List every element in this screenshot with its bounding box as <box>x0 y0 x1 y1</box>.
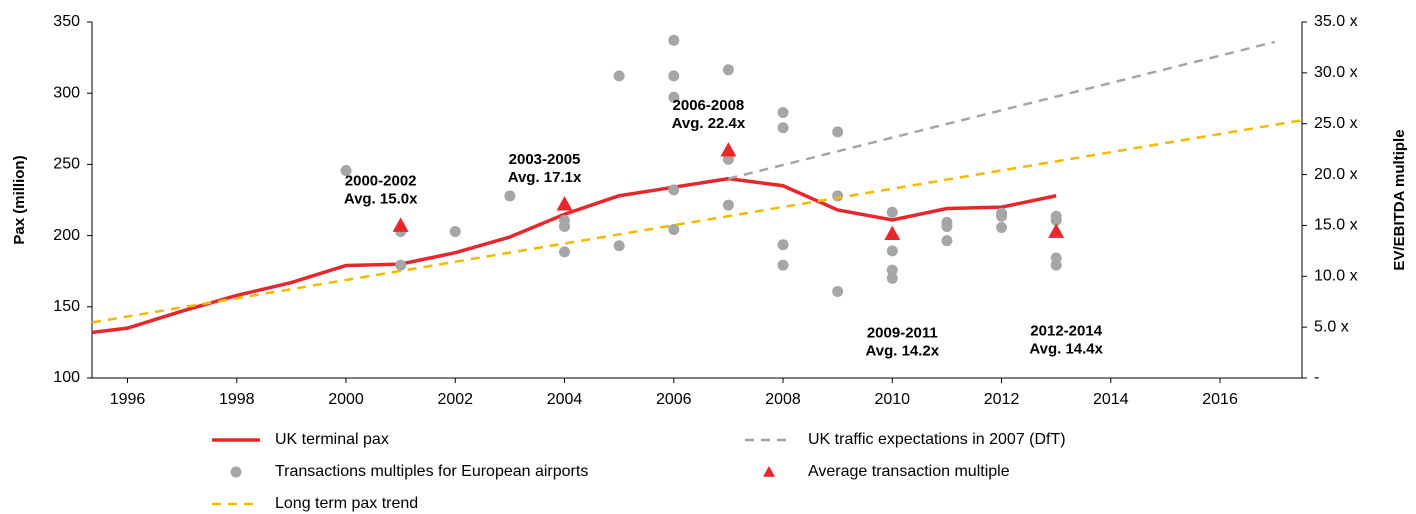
annotation-period: 2006-2008 <box>673 97 745 114</box>
scatter-point <box>395 259 407 271</box>
scatter-point <box>886 245 898 257</box>
y-tick-label: 100 <box>53 369 80 386</box>
scatter-point <box>668 34 680 46</box>
y2-tick-label: 20.0 x <box>1314 166 1358 183</box>
x-tick-label: 2002 <box>437 391 473 408</box>
x-tick-label: 1998 <box>219 391 255 408</box>
y2-tick-label: 15.0 x <box>1314 217 1358 234</box>
x-tick-label: 2000 <box>328 391 364 408</box>
y2-tick-label: 5.0 x <box>1314 318 1349 335</box>
y2-tick-label: 35.0 x <box>1314 13 1358 30</box>
x-tick-label: 2012 <box>984 391 1020 408</box>
legend-label: UK traffic expectations in 2007 (DfT) <box>808 431 1066 448</box>
scatter-point <box>886 264 898 276</box>
y-tick-label: 300 <box>53 84 80 101</box>
y2-tick-label: - <box>1314 369 1319 386</box>
scatter-point <box>832 190 844 202</box>
scatter-point <box>613 240 625 252</box>
x-tick-label: 2004 <box>547 391 583 408</box>
annotation-label: Avg. 14.2x <box>865 343 939 360</box>
legend-label: Average transaction multiple <box>808 463 1010 480</box>
line-series <box>91 119 1303 324</box>
scatter-point <box>941 235 953 247</box>
scatter-point <box>777 259 789 271</box>
x-tick-label: 2010 <box>874 391 910 408</box>
scatter-point <box>722 199 734 211</box>
scatter-point <box>1050 259 1062 271</box>
annotation-period: 2000-2002 <box>345 172 417 189</box>
scatter-point <box>668 70 680 82</box>
scatter-point <box>996 221 1008 233</box>
scatter-point <box>668 223 680 235</box>
legend-label: Transactions multiples for European airp… <box>275 463 588 480</box>
annotation-label: Avg. 15.0x <box>344 190 418 207</box>
average-marker <box>1048 223 1065 238</box>
annotation-period: 2003-2005 <box>509 151 581 168</box>
legend-symbol <box>763 466 775 477</box>
legend-label: Long term pax trend <box>275 495 418 512</box>
y-tick-label: 150 <box>53 298 80 315</box>
scatter-point <box>340 165 352 177</box>
scatter-point <box>777 122 789 134</box>
line-series <box>91 176 1057 335</box>
legend-symbol <box>230 466 242 478</box>
annotation-label: Avg. 22.4x <box>672 115 746 132</box>
annotation-period: 2009-2011 <box>867 325 938 342</box>
scatter-point <box>722 153 734 165</box>
scatter-point <box>996 210 1008 222</box>
scatter-point <box>832 126 844 138</box>
scatter-point <box>722 64 734 76</box>
x-tick-label: 2016 <box>1202 391 1238 408</box>
scatter-point <box>832 286 844 298</box>
y-tick-label: 250 <box>53 156 80 173</box>
scatter-point <box>886 272 898 284</box>
x-tick-label: 2006 <box>656 391 692 408</box>
annotation-label: Avg. 17.1x <box>508 169 582 186</box>
y2-axis-label: EV/EBITDA multiple <box>1391 129 1408 270</box>
x-tick-label: 1996 <box>110 391 146 408</box>
scatter-point <box>777 107 789 119</box>
scatter-point <box>504 190 516 202</box>
scatter-point <box>613 70 625 82</box>
line-series <box>728 40 1275 180</box>
scatter-point <box>668 91 680 103</box>
scatter-point <box>449 226 461 238</box>
scatter-point <box>1050 214 1062 226</box>
y-tick-label: 200 <box>53 227 80 244</box>
x-tick-label: 2014 <box>1093 391 1129 408</box>
scatter-point <box>668 184 680 196</box>
scatter-point <box>777 239 789 251</box>
annotation-period: 2012-2014 <box>1030 323 1102 340</box>
y2-tick-label: 30.0 x <box>1314 64 1358 81</box>
scatter-point <box>886 206 898 218</box>
scatter-point <box>941 220 953 232</box>
legend-label: UK terminal pax <box>275 431 389 448</box>
y2-tick-label: 25.0 x <box>1314 115 1358 132</box>
x-tick-label: 2008 <box>765 391 801 408</box>
scatter-point <box>559 220 571 232</box>
average-marker <box>720 142 737 157</box>
average-marker <box>884 225 901 240</box>
annotation-label: Avg. 14.4x <box>1029 341 1103 358</box>
y-tick-label: 350 <box>53 13 80 30</box>
average-marker <box>392 217 409 232</box>
y-axis-label: Pax (million) <box>11 155 28 244</box>
scatter-point <box>559 246 571 258</box>
y2-tick-label: 10.0 x <box>1314 268 1358 285</box>
average-marker <box>556 196 573 211</box>
